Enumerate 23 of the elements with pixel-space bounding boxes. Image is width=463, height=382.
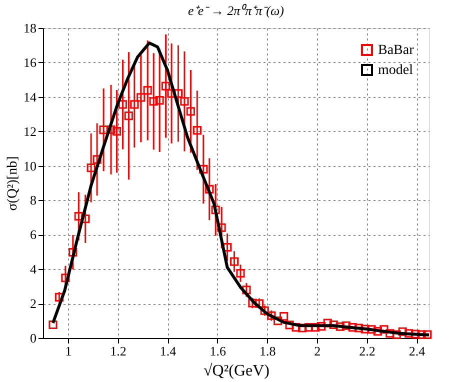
x-tick-label: 1.4 [160,344,177,358]
y-tick-label: 14 [24,89,37,104]
x-tick-label: 1.2 [110,344,126,358]
y-tick-label: 2 [30,296,36,312]
x-tick-label: 1.8 [260,344,276,358]
x-tick-label: 2.2 [359,344,376,358]
chart-title: e⁺e⁻ → 2π⁰π⁺π⁻(ω) [188,3,284,18]
y-tick-label: 18 [24,20,36,36]
y-axis-title: σ(Q²)[nb] [6,156,20,211]
y-tick-label: 8 [30,192,36,208]
x-tick-label: 1 [65,344,72,358]
y-tick-label: 10 [24,158,36,174]
y-tick-label: 16 [24,54,37,70]
x-axis-title: √Q²(GeV) [204,362,270,380]
y-tick-label: 0 [30,330,36,346]
x-tick-label: 1.6 [210,344,226,358]
x-tick-label: 2.4 [408,344,426,358]
y-tick-label: 6 [30,227,37,242]
y-tick-label: 4 [30,262,37,277]
legend-label: model [378,63,414,78]
x-tick-label: 2 [314,344,321,358]
legend-label: BaBar [378,43,414,58]
y-tick-label: 12 [24,124,36,139]
